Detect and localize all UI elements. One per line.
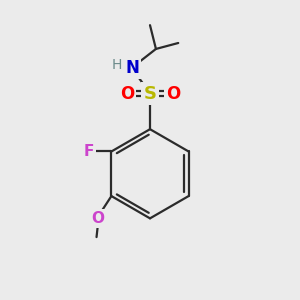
Text: O: O bbox=[92, 211, 104, 226]
Text: O: O bbox=[120, 85, 134, 103]
Text: H: H bbox=[112, 58, 122, 72]
Text: F: F bbox=[84, 144, 94, 159]
Text: O: O bbox=[166, 85, 180, 103]
Text: S: S bbox=[143, 85, 157, 103]
Text: N: N bbox=[125, 59, 139, 77]
